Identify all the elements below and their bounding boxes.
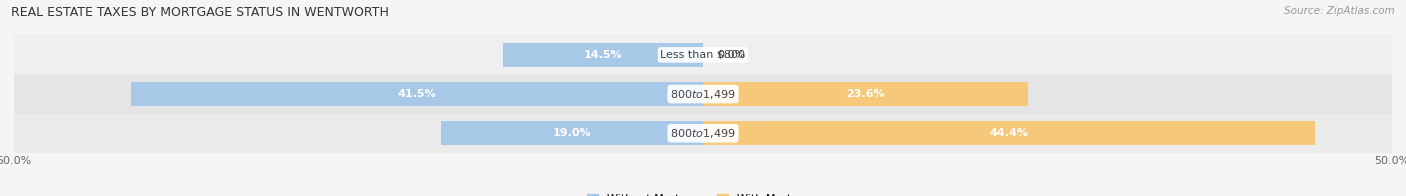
Text: 41.5%: 41.5% <box>398 89 436 99</box>
Bar <box>703 82 1028 106</box>
Bar <box>14 35 1392 74</box>
Text: REAL ESTATE TAXES BY MORTGAGE STATUS IN WENTWORTH: REAL ESTATE TAXES BY MORTGAGE STATUS IN … <box>11 6 389 19</box>
Text: 19.0%: 19.0% <box>553 128 592 138</box>
Text: Less than $800: Less than $800 <box>661 50 745 60</box>
Bar <box>503 43 703 67</box>
Bar <box>703 121 1315 145</box>
Bar <box>14 114 1392 153</box>
Text: Source: ZipAtlas.com: Source: ZipAtlas.com <box>1284 6 1395 16</box>
Text: 0.0%: 0.0% <box>717 50 745 60</box>
Text: 23.6%: 23.6% <box>846 89 884 99</box>
Text: 14.5%: 14.5% <box>583 50 623 60</box>
Bar <box>441 121 703 145</box>
Bar <box>131 82 703 106</box>
Text: $800 to $1,499: $800 to $1,499 <box>671 88 735 101</box>
Text: $800 to $1,499: $800 to $1,499 <box>671 127 735 140</box>
Bar <box>14 74 1392 114</box>
Legend: Without Mortgage, With Mortgage: Without Mortgage, With Mortgage <box>582 190 824 196</box>
Text: 44.4%: 44.4% <box>990 128 1028 138</box>
